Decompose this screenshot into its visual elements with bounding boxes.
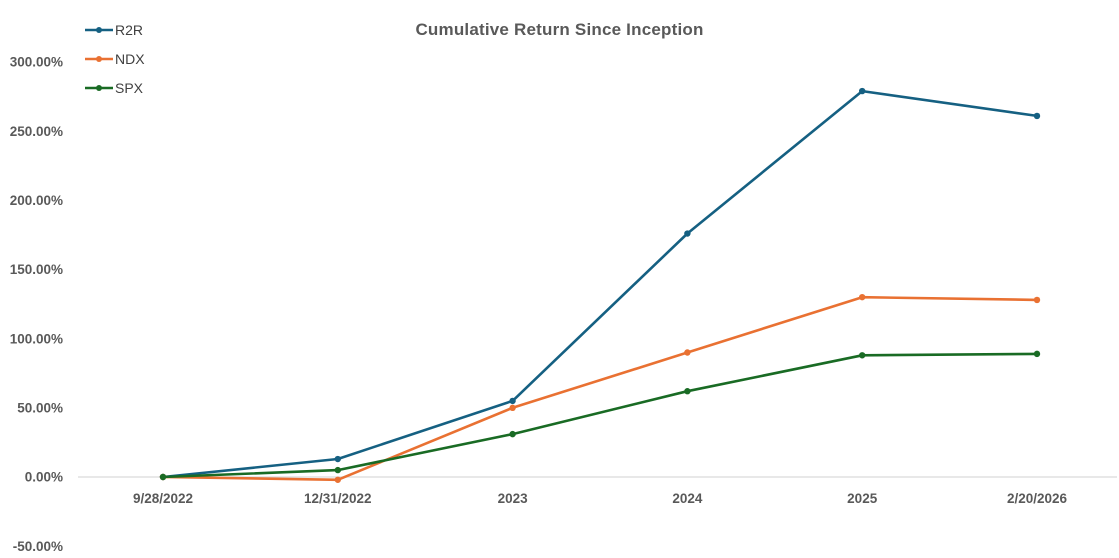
data-point-SPX	[159, 473, 167, 481]
legend-label: R2R	[115, 22, 144, 38]
y-tick-label: 50.00%	[17, 401, 63, 416]
data-point-R2R	[509, 397, 516, 405]
chart-title: Cumulative Return Since Inception	[415, 20, 704, 39]
y-tick-label: 100.00%	[10, 331, 63, 346]
legend-item-R2R: R2R	[85, 20, 145, 40]
y-tick-label: 150.00%	[10, 262, 63, 277]
x-tick-label: 2023	[498, 491, 529, 506]
data-point-NDX	[859, 293, 866, 301]
series-line-SPX	[161, 352, 1039, 479]
legend-marker-icon	[85, 27, 113, 33]
data-point-NDX	[1033, 296, 1041, 304]
series-line-NDX	[161, 295, 1039, 482]
legend: R2R NDX SPX	[85, 20, 145, 98]
y-tick-label: -50.00%	[13, 539, 63, 554]
data-point-SPX	[684, 388, 691, 395]
data-point-SPX	[334, 466, 341, 474]
legend-marker-icon	[85, 85, 113, 91]
y-tick-label: 300.00%	[10, 55, 63, 70]
series-line-R2R	[161, 89, 1039, 479]
legend-item-SPX: SPX	[85, 78, 145, 98]
data-point-SPX	[1033, 350, 1041, 358]
data-point-R2R	[334, 455, 341, 463]
y-tick-label: 0.00%	[25, 470, 63, 485]
legend-marker-icon	[85, 56, 113, 62]
data-point-NDX	[509, 404, 516, 412]
y-tick-label: 250.00%	[10, 124, 63, 139]
data-point-R2R	[1033, 112, 1041, 120]
data-point-R2R	[859, 87, 866, 95]
legend-label: SPX	[115, 80, 144, 96]
x-tick-label: 2025	[847, 491, 878, 506]
x-tick-label: 12/31/2022	[304, 491, 372, 506]
data-point-SPX	[509, 430, 516, 438]
data-point-NDX	[334, 476, 341, 483]
x-tick-label: 2/20/2026	[1007, 491, 1068, 506]
y-tick-label: 200.00%	[10, 193, 63, 208]
legend-item-NDX: NDX	[85, 49, 145, 69]
data-point-R2R	[684, 230, 691, 237]
x-tick-label: 9/28/2022	[133, 491, 193, 506]
data-point-NDX	[684, 349, 691, 356]
data-point-SPX	[859, 352, 866, 359]
legend-label: NDX	[115, 51, 145, 67]
x-tick-label: 2024	[672, 491, 703, 506]
